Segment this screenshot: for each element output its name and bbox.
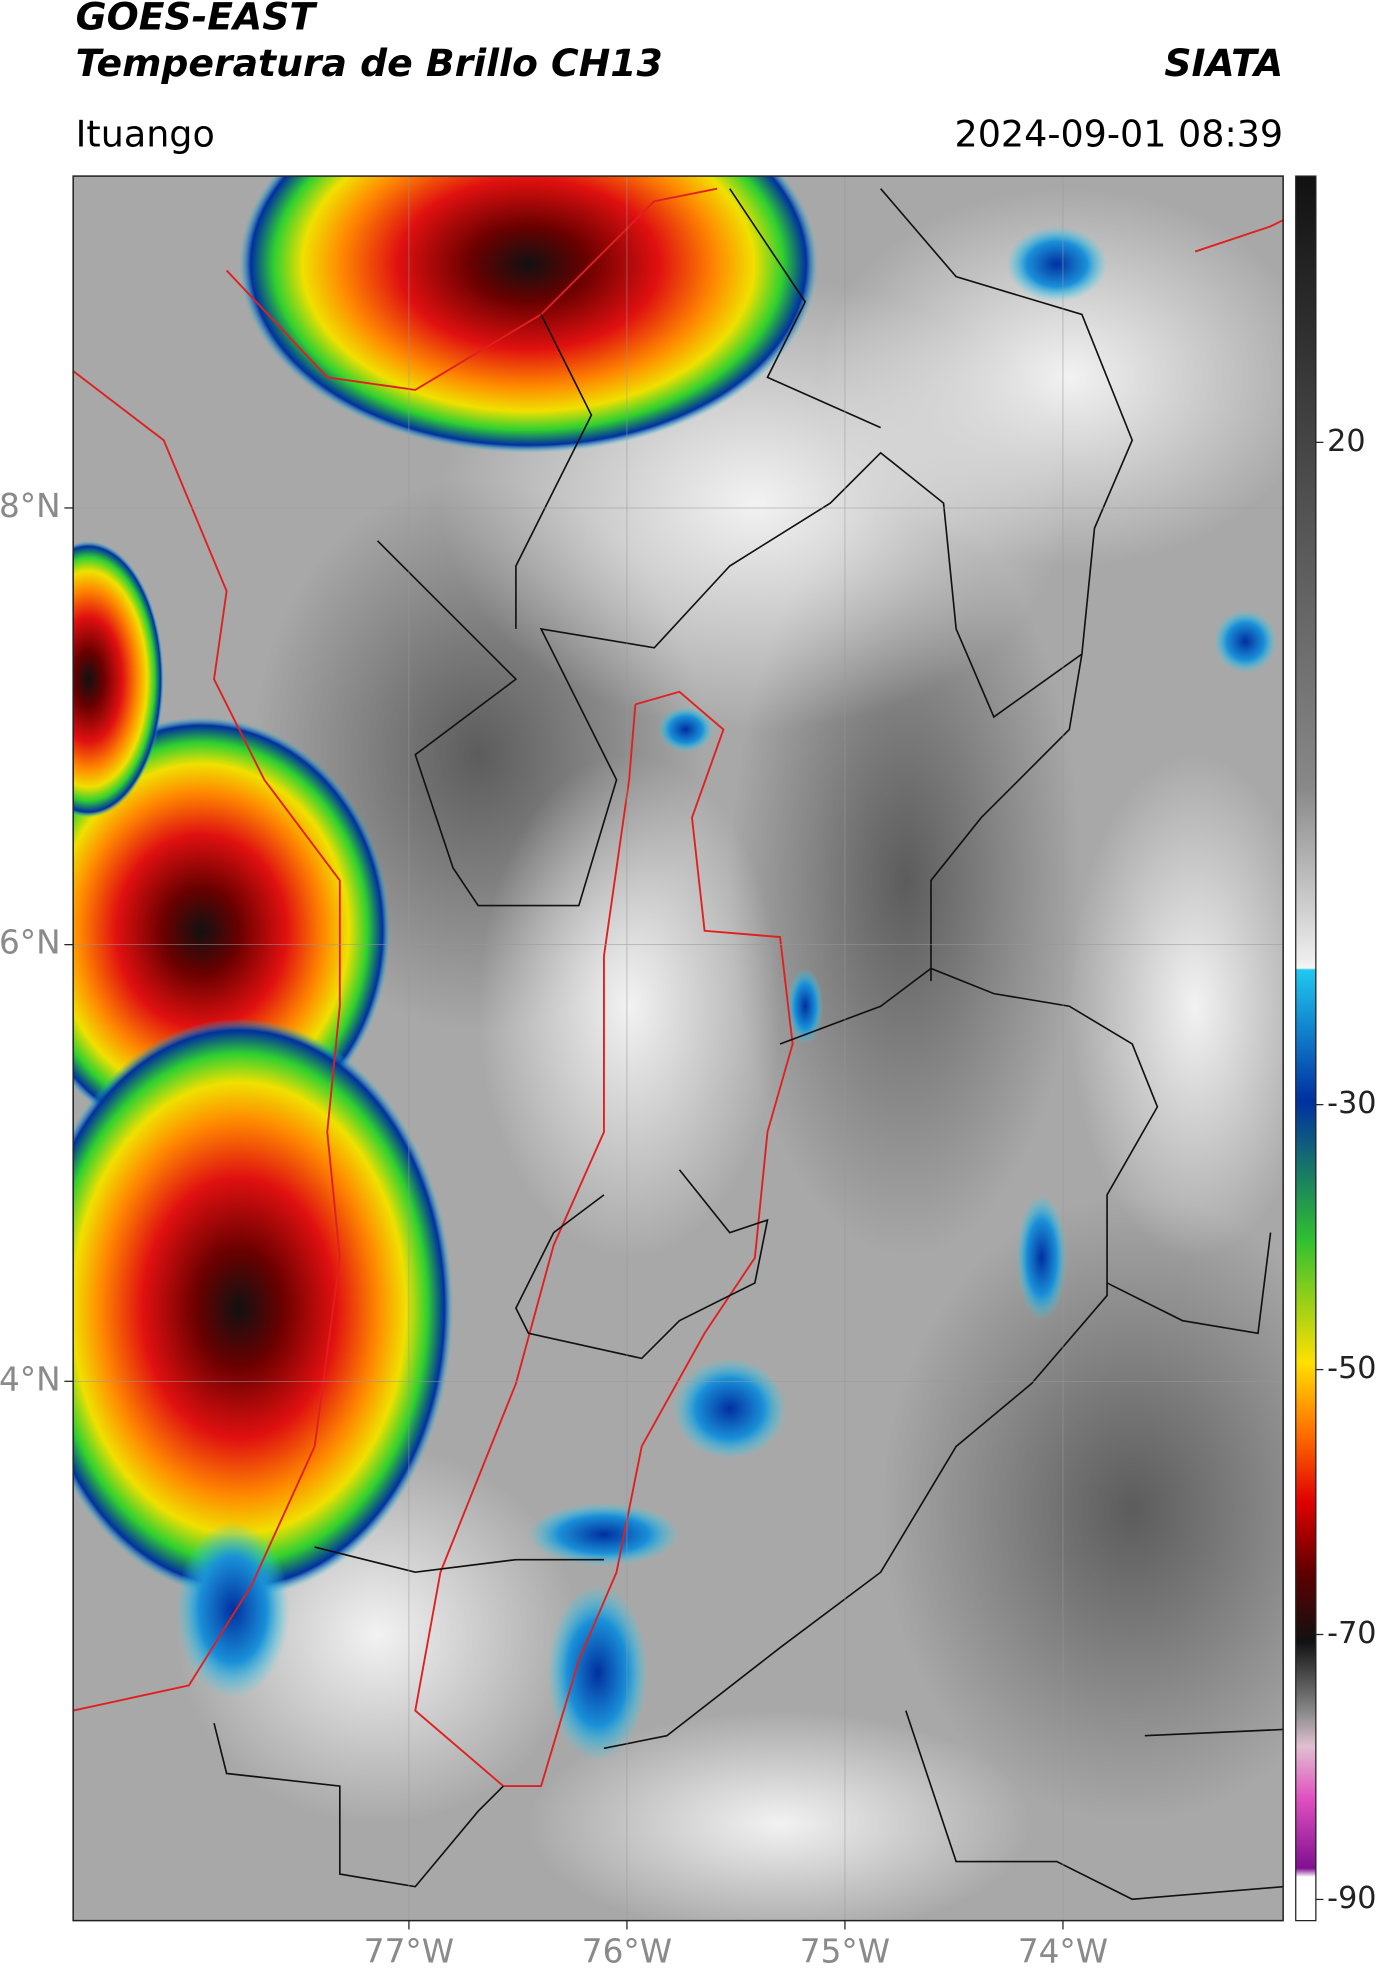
graticule (73, 176, 1284, 1921)
x-tick-label: 77°W (364, 1932, 454, 1970)
y-tick-label: 4°N (0, 1360, 61, 1398)
x-tick-label: 75°W (800, 1932, 890, 1970)
source: SIATA (1164, 41, 1283, 85)
subtitle: Temperatura de Brillo CH13 (76, 41, 663, 85)
datetime: 2024-09-01 08:39 (955, 112, 1284, 155)
satellite-image (73, 176, 1284, 1921)
colorbar-tick-label: -70 (1327, 1616, 1376, 1651)
colorbar-tick-label: -30 (1327, 1086, 1376, 1121)
location: Ituango (76, 112, 215, 155)
colorbar (1295, 175, 1317, 1922)
map-frame (72, 175, 1284, 1922)
y-tick-label: 6°N (0, 924, 61, 962)
y-tick-label: 8°N (0, 487, 61, 525)
title: GOES-EAST (76, 0, 319, 38)
colorbar-tick-label: -50 (1327, 1351, 1376, 1386)
colorbar-tick-label: 20 (1327, 424, 1365, 459)
colorbar-tick-label: -90 (1327, 1881, 1376, 1916)
x-tick-label: 74°W (1018, 1932, 1108, 1970)
x-tick-label: 76°W (582, 1932, 672, 1970)
